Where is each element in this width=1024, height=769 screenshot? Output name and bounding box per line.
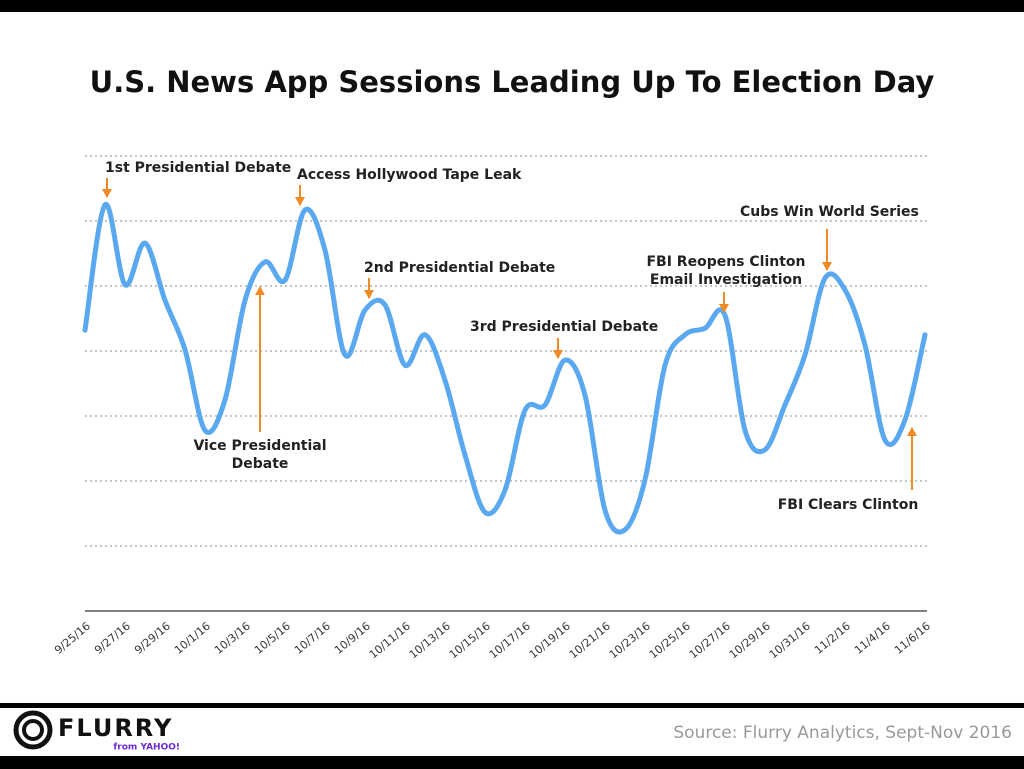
arrow-head (102, 189, 112, 198)
logo-icon (13, 710, 53, 750)
x-tick-label: 11/2/16 (812, 620, 853, 657)
annotation: 1st Presidential Debate (105, 160, 291, 176)
x-tick-label: 10/23/16 (607, 620, 653, 662)
source: Source: Flurry Analytics, Sept-Nov 2016 (673, 723, 1012, 743)
annotation: Cubs Win World Series (740, 204, 919, 220)
annotation: FBI Clears Clinton (778, 497, 919, 513)
series-line (82, 202, 928, 535)
x-tick-label: 10/5/16 (252, 620, 293, 657)
x-tick-label: 10/1/16 (172, 620, 213, 657)
x-tick-label: 9/25/16 (52, 620, 93, 657)
x-tick-label: 10/11/16 (367, 620, 413, 662)
x-tick-label: 9/27/16 (92, 620, 133, 657)
x-tick-label: 10/29/16 (727, 620, 773, 662)
x-tick-label: 10/27/16 (687, 620, 733, 662)
annotation: Vice Presidential (193, 438, 326, 454)
annotation: 3rd Presidential Debate (470, 319, 658, 335)
top-bar (0, 0, 1024, 12)
arrow-head (364, 290, 374, 299)
arrow-head (255, 286, 265, 295)
x-tick-label: 10/3/16 (212, 620, 253, 657)
chart-title: U.S. News App Sessions Leading Up To Ele… (90, 65, 935, 99)
x-tick-label: 10/21/16 (567, 620, 613, 662)
x-tick-label: 10/31/16 (767, 620, 813, 662)
bottom-bar (0, 756, 1024, 769)
x-tick-label: 10/7/16 (292, 620, 333, 657)
x-tick-label: 10/13/16 (407, 620, 453, 662)
logo-text: FLURRY (58, 714, 173, 742)
annotation: 2nd Presidential Debate (364, 260, 555, 276)
x-tick-label: 11/4/16 (852, 620, 893, 657)
arrow-head (719, 304, 729, 313)
arrow-head (907, 427, 917, 436)
x-tick-label: 9/29/16 (132, 620, 173, 657)
annotation: Email Investigation (650, 272, 802, 288)
arrow-head (822, 262, 832, 271)
logo-sub: from YAHOO! (113, 743, 180, 753)
x-tick-label: 10/15/16 (447, 620, 493, 662)
arrow-head (553, 350, 563, 359)
annotation: Access Hollywood Tape Leak (297, 167, 522, 183)
x-tick-label: 10/19/16 (527, 620, 573, 662)
annotation: FBI Reopens Clinton (646, 254, 805, 270)
x-tick-label: 11/6/16 (892, 620, 933, 657)
footer-rule (0, 703, 1024, 708)
arrow-head (295, 197, 305, 206)
x-tick-label: 10/25/16 (647, 620, 693, 662)
annotation: Debate (232, 456, 289, 472)
x-tick-label: 10/17/16 (487, 620, 533, 662)
